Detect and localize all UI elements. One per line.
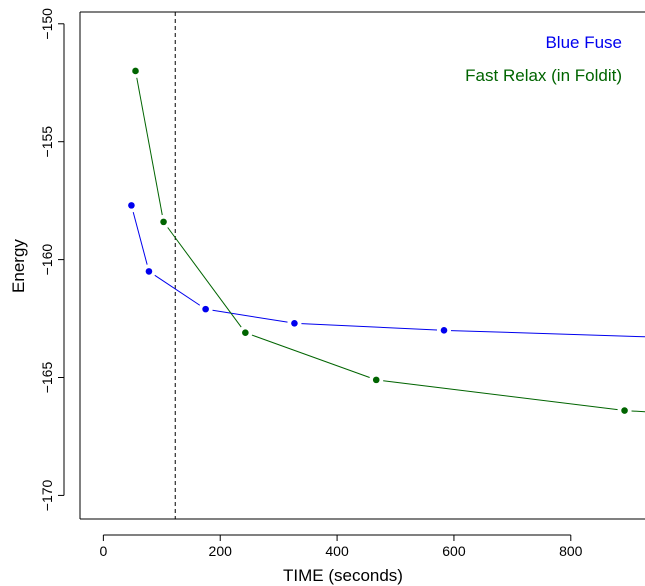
legend-entry-0: Blue Fuse — [545, 33, 622, 52]
series-1-segment — [631, 410, 645, 413]
series-0-point — [145, 268, 153, 275]
y-tick-label: −160 — [39, 244, 55, 276]
series-1-point — [621, 407, 628, 414]
legend-entry-1: Fast Relax (in Foldit) — [465, 66, 622, 85]
series-0-point — [202, 305, 209, 313]
series-0-point — [291, 319, 298, 327]
x-tick-label: 200 — [209, 543, 233, 559]
series-1-segment — [383, 380, 618, 411]
y-tick-label: −155 — [39, 126, 55, 158]
series-0-segment — [212, 309, 288, 323]
series-0-point — [440, 327, 448, 334]
series-0-point — [128, 202, 135, 209]
series-1-point — [242, 329, 249, 337]
x-tick-label: 800 — [559, 543, 583, 559]
x-tick-label: 0 — [99, 543, 107, 559]
series-1-point — [132, 67, 139, 75]
y-tick-label: −170 — [39, 479, 55, 511]
series-0-segment — [154, 274, 201, 306]
y-tick-label: −165 — [39, 362, 55, 394]
series-0-segment — [450, 330, 645, 338]
series-1-point — [372, 376, 380, 384]
series-1-point — [160, 218, 167, 226]
series-1-segment — [167, 227, 242, 328]
series-0 — [128, 202, 645, 338]
y-axis-title: Energy — [9, 239, 28, 293]
series-1-segment — [136, 77, 163, 216]
series-0-segment — [301, 323, 438, 331]
series-1 — [132, 67, 645, 414]
y-tick-label: −150 — [39, 8, 55, 40]
x-axis-title: TIME (seconds) — [283, 566, 403, 585]
x-tick-label: 600 — [442, 543, 466, 559]
series-1-segment — [251, 334, 370, 378]
x-tick-label: 400 — [325, 543, 349, 559]
series-0-segment — [132, 212, 148, 265]
